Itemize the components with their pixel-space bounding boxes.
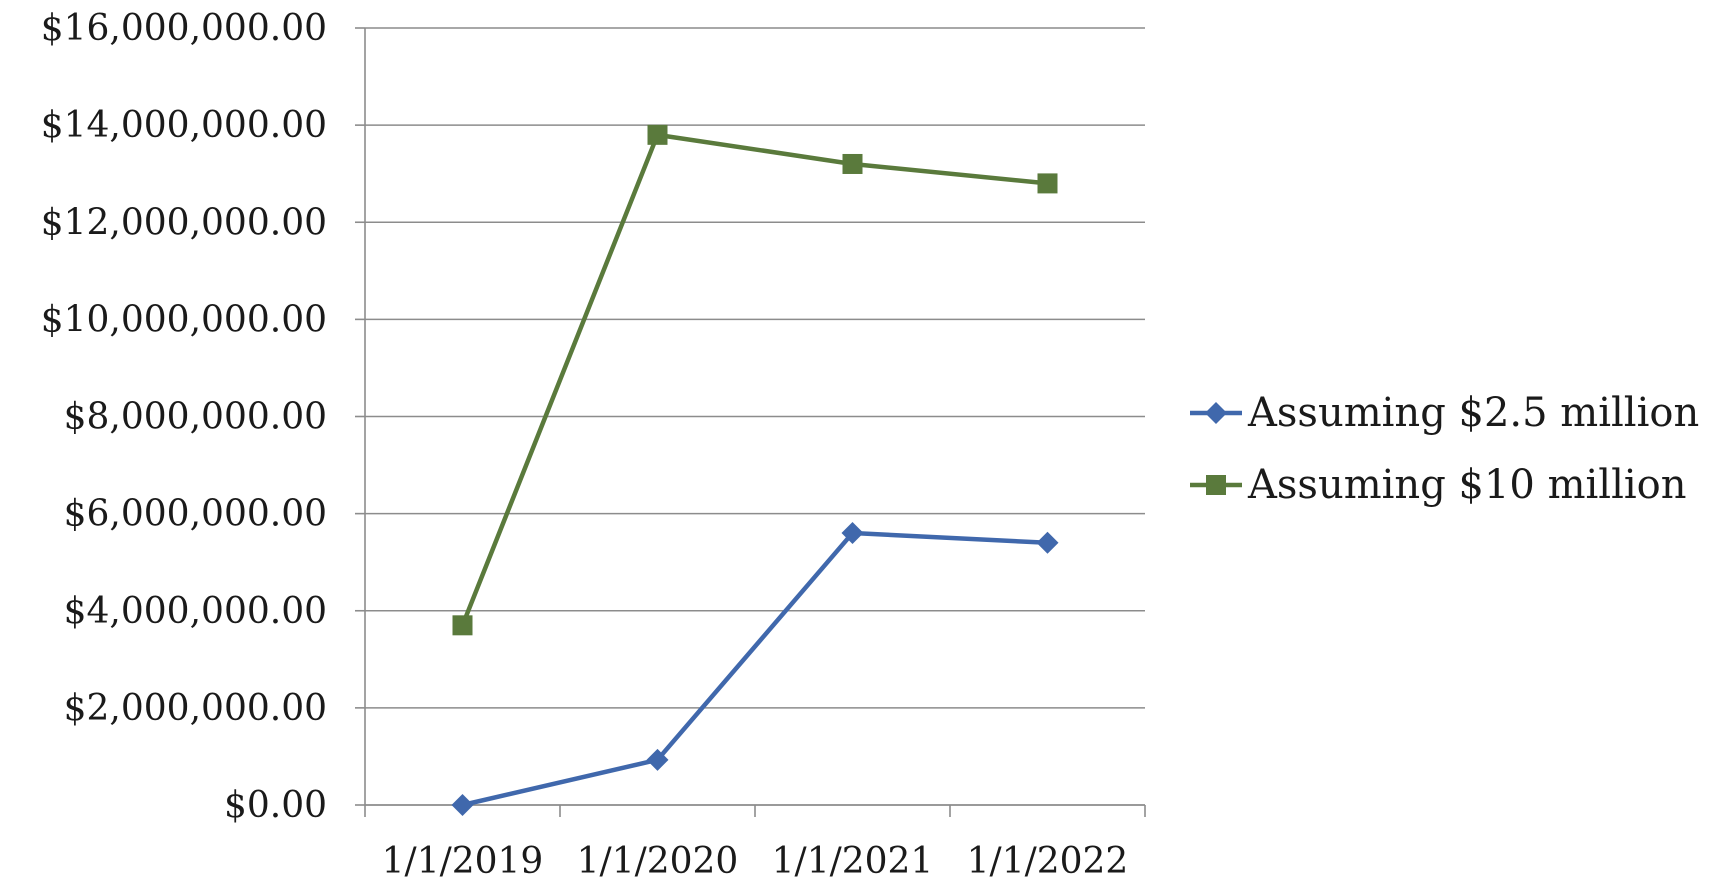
y-tick-label: $2,000,000.00 bbox=[64, 688, 327, 729]
data-point bbox=[451, 794, 474, 816]
legend-marker bbox=[1206, 475, 1226, 495]
data-point bbox=[1037, 173, 1058, 194]
y-tick-label: $10,000,000.00 bbox=[41, 299, 327, 340]
data-point bbox=[842, 153, 863, 174]
x-tick-label: 1/1/2021 bbox=[772, 841, 934, 882]
y-tick-label: $0.00 bbox=[224, 785, 327, 826]
legend-marker bbox=[1205, 402, 1227, 424]
legend-label: Assuming $10 million bbox=[1247, 462, 1687, 508]
series-1 bbox=[451, 522, 1059, 816]
series bbox=[451, 124, 1059, 816]
y-axis-tick-labels: $0.00 $2,000,000.00 $4,000,000.00 $6,000,00… bbox=[41, 8, 327, 826]
data-point bbox=[841, 522, 864, 545]
y-tick-label: $4,000,000.00 bbox=[64, 591, 327, 632]
x-tick-label: 1/1/2020 bbox=[577, 841, 739, 882]
y-tick-label: $12,000,000.00 bbox=[41, 202, 327, 243]
y-tick-label: $16,000,000.00 bbox=[41, 8, 327, 49]
y-tick-label: $6,000,000.00 bbox=[64, 494, 327, 535]
x-tick-label: 1/1/2019 bbox=[382, 841, 544, 882]
axes bbox=[355, 27, 1146, 817]
y-tick-label: $8,000,000.00 bbox=[64, 397, 327, 438]
data-point bbox=[452, 615, 473, 636]
legend-item: Assuming $10 million bbox=[1190, 462, 1687, 508]
x-axis-tick-labels: 1/1/2019 1/1/2020 1/1/2021 1/1/2022 bbox=[382, 841, 1129, 882]
x-tick-label: 1/1/2022 bbox=[967, 841, 1129, 882]
series-2 bbox=[452, 124, 1058, 636]
series-line bbox=[461, 530, 1048, 808]
legend: Assuming $2.5 million Assuming $10 millio… bbox=[1190, 390, 1699, 508]
data-point bbox=[1036, 531, 1059, 554]
data-point bbox=[646, 748, 669, 771]
gridlines bbox=[365, 27, 1145, 806]
legend-label: Assuming $2.5 million bbox=[1247, 390, 1699, 436]
data-point bbox=[647, 124, 668, 145]
y-tick-label: $14,000,000.00 bbox=[41, 105, 327, 146]
legend-item: Assuming $2.5 million bbox=[1190, 390, 1699, 436]
series-line bbox=[460, 132, 1048, 627]
